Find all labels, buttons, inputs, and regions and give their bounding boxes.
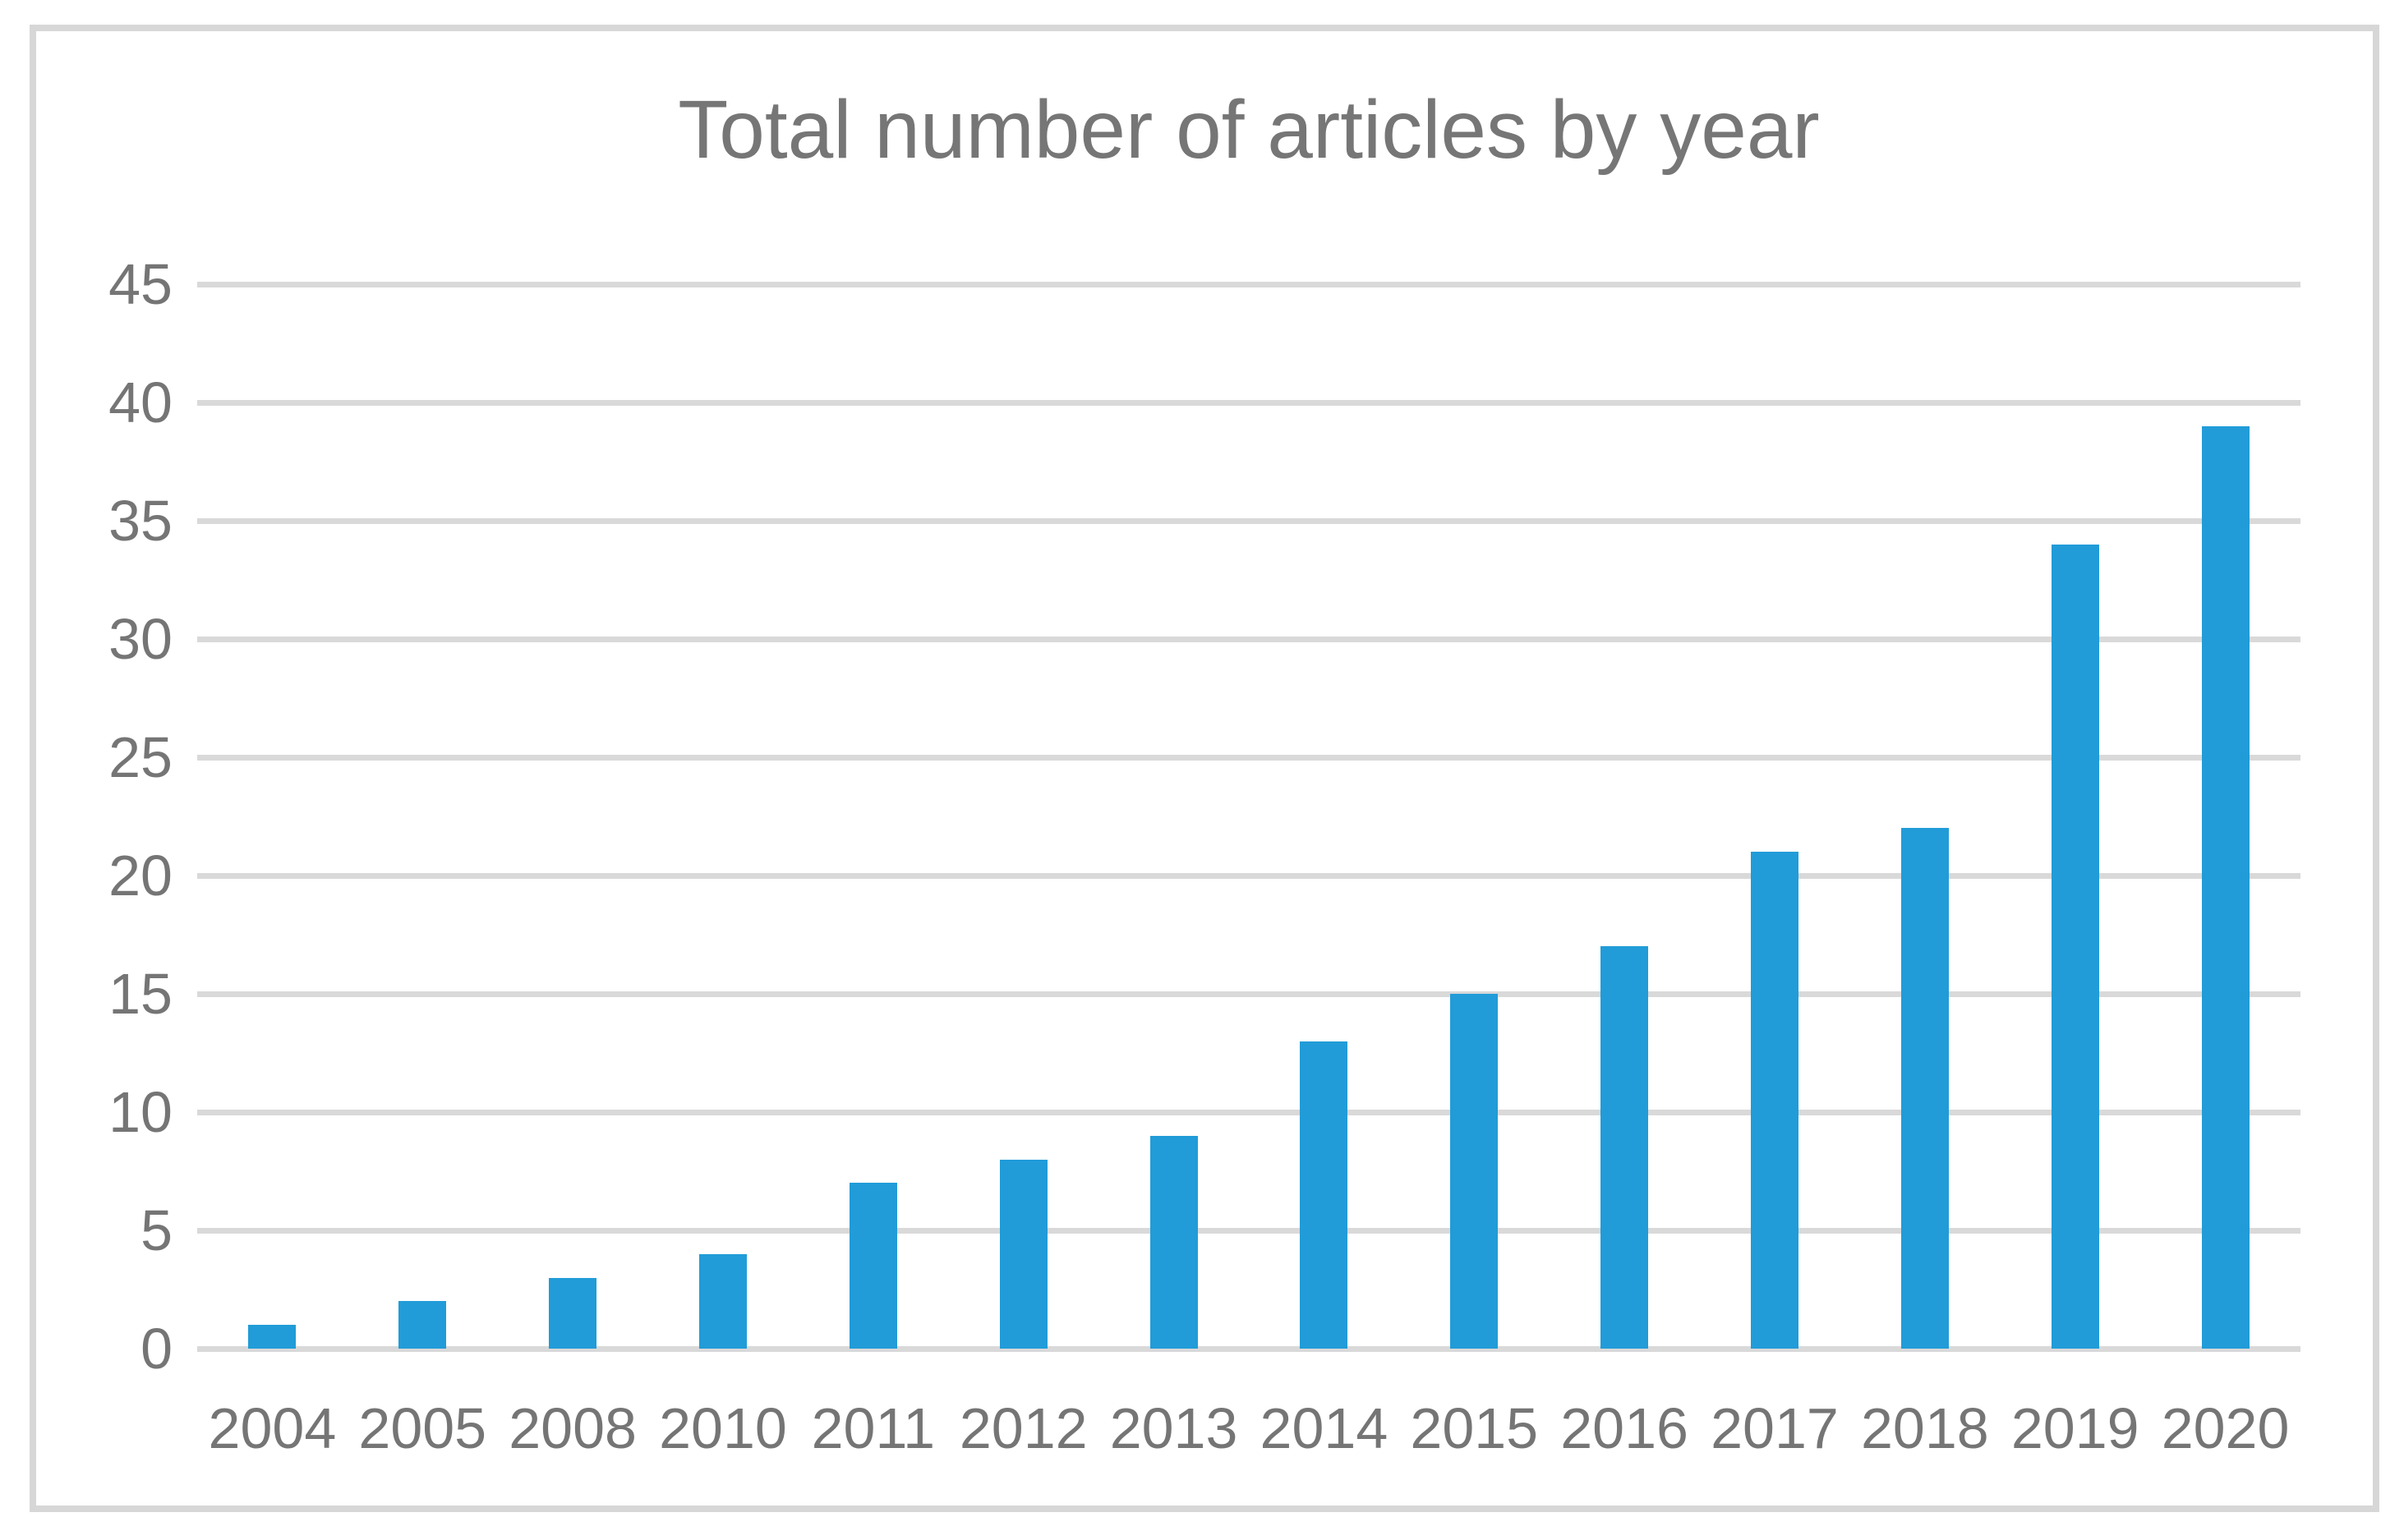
bar-2019 — [2051, 544, 2099, 1349]
x-tick-label-2013: 2013 — [1109, 1396, 1238, 1460]
bar-2011 — [849, 1183, 897, 1349]
x-tick-label-2018: 2018 — [1860, 1396, 1989, 1460]
y-tick-label-5: 5 — [140, 1198, 173, 1262]
y-tick-label-20: 20 — [108, 844, 173, 908]
bar-2015 — [1450, 994, 1499, 1349]
x-tick-label-2008: 2008 — [509, 1396, 637, 1460]
x-tick-label-2014: 2014 — [1260, 1396, 1389, 1460]
bar-2010 — [699, 1253, 747, 1349]
y-tick-label-0: 0 — [140, 1317, 173, 1381]
y-tick-label-10: 10 — [108, 1080, 173, 1144]
y-tick-label-15: 15 — [108, 962, 173, 1026]
gridline-y-45 — [197, 281, 2300, 287]
bar-2005 — [398, 1301, 447, 1349]
y-tick-label-25: 25 — [108, 725, 173, 789]
y-tick-label-45: 45 — [108, 252, 173, 316]
x-tick-label-2020: 2020 — [2161, 1396, 2290, 1460]
gridline-y-0 — [197, 1345, 2300, 1352]
gridline-y-30 — [197, 636, 2300, 642]
bar-2004 — [248, 1325, 297, 1349]
bar-2012 — [999, 1159, 1048, 1349]
figure-border — [30, 25, 2379, 1512]
x-tick-label-2019: 2019 — [2010, 1396, 2139, 1460]
gridline-y-20 — [197, 872, 2300, 879]
bar-2014 — [1300, 1041, 1348, 1349]
x-tick-label-2012: 2012 — [959, 1396, 1088, 1460]
x-tick-label-2011: 2011 — [811, 1396, 936, 1460]
y-tick-label-30: 30 — [108, 607, 173, 671]
gridline-y-15 — [197, 991, 2300, 997]
x-tick-label-2017: 2017 — [1711, 1396, 1839, 1460]
y-tick-label-35: 35 — [108, 489, 173, 553]
gridline-y-35 — [197, 517, 2300, 524]
x-tick-label-2016: 2016 — [1560, 1396, 1688, 1460]
gridline-y-10 — [197, 1109, 2300, 1115]
gridline-y-25 — [197, 754, 2300, 761]
gridline-y-40 — [197, 399, 2300, 406]
bar-2008 — [549, 1277, 597, 1349]
x-tick-label-2005: 2005 — [358, 1396, 487, 1460]
bar-2013 — [1149, 1135, 1198, 1349]
x-tick-label-2004: 2004 — [208, 1396, 337, 1460]
gridline-y-5 — [197, 1227, 2300, 1234]
x-tick-label-2015: 2015 — [1410, 1396, 1539, 1460]
bar-2018 — [1900, 828, 1949, 1349]
bar-2017 — [1751, 852, 1798, 1349]
y-tick-label-40: 40 — [108, 370, 173, 434]
bar-2020 — [2201, 425, 2250, 1349]
bar-2016 — [1600, 946, 1649, 1349]
x-tick-label-2010: 2010 — [659, 1396, 787, 1460]
chart-title: Total number of articles by year — [678, 84, 1820, 176]
